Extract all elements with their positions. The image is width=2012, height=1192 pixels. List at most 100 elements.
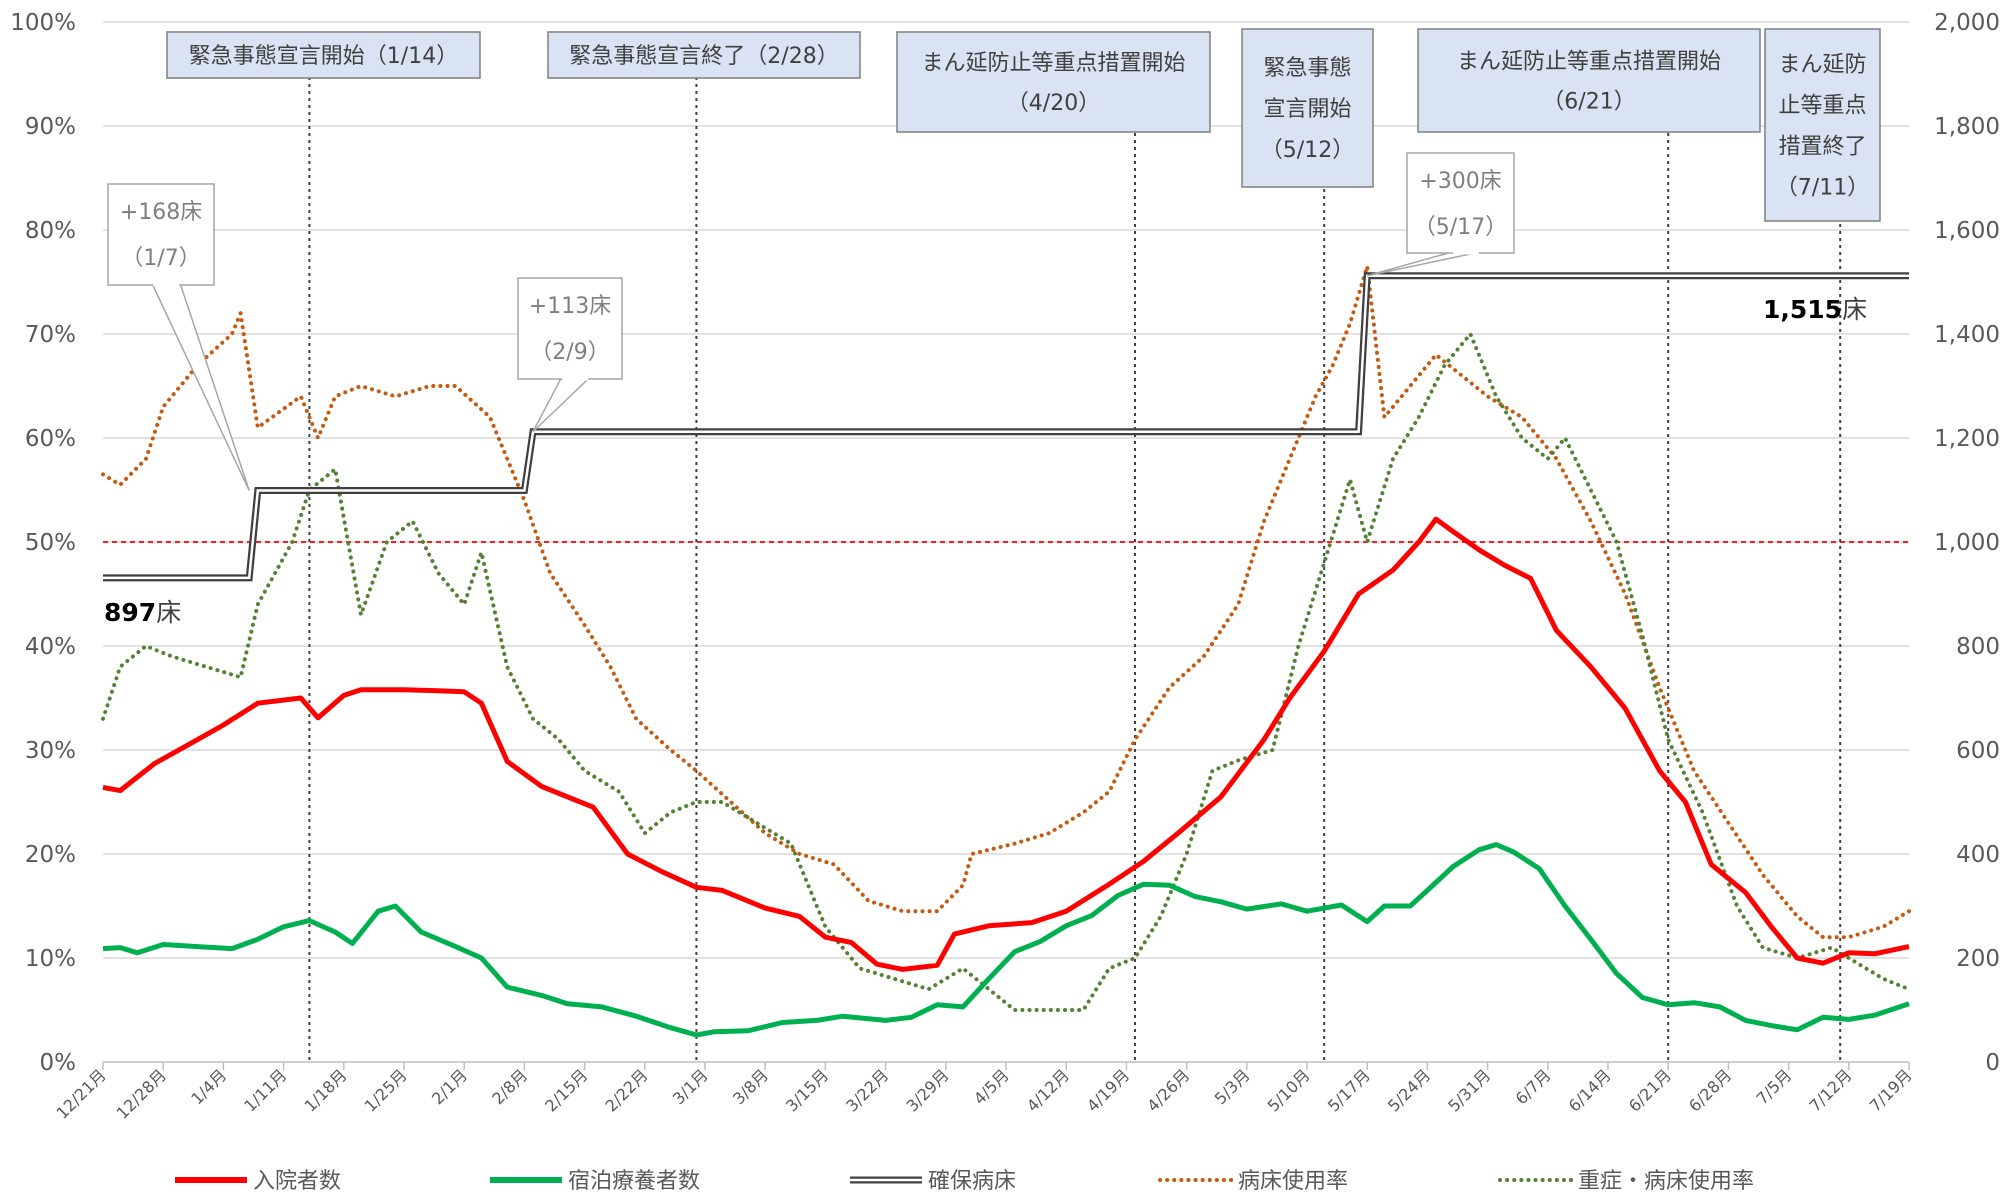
legend-item: 病床使用率 — [1158, 1169, 1348, 1192]
x-tick-label: 1/18月 — [300, 1065, 350, 1115]
event-label: 緊急事態宣言終了（2/28） — [569, 44, 838, 69]
event-box: まん延防止等重点措置開始 （4/20） — [896, 31, 1211, 133]
x-tick-label: 3/8月 — [729, 1065, 772, 1108]
bed-callout: +300床 （5/17） — [1366, 152, 1515, 277]
x-tick-label: 2/22月 — [601, 1065, 651, 1115]
callout-label: （5/17） — [1414, 215, 1507, 240]
event-label: （7/11） — [1776, 176, 1869, 201]
event-label: 宣言開始 — [1263, 97, 1351, 122]
event-box: 緊急事態宣言終了（2/28） — [547, 31, 861, 79]
callout-pointer — [532, 377, 590, 433]
y-right-tick-label: 1,000 — [1934, 530, 2000, 556]
event-box-bg — [166, 31, 481, 79]
x-tick-label: 7/19月 — [1866, 1065, 1916, 1115]
callout-box — [1406, 152, 1515, 254]
x-tick-label: 1/25月 — [361, 1065, 411, 1115]
y-right-tick-label: 2,000 — [1934, 10, 2000, 36]
bed-count-unit: 床 — [1842, 295, 1867, 324]
event-box-bg — [1241, 28, 1374, 188]
event-label: （5/12） — [1261, 138, 1354, 163]
x-tick-label: 3/15月 — [782, 1065, 832, 1115]
x-tick-label: 7/5月 — [1752, 1065, 1795, 1108]
series-line — [101, 332, 1911, 1012]
y-axis-right: 0 200 400 600 800 1,000 1,200 1,400 1,600 1,800 2,… — [1934, 10, 2000, 1076]
x-tick-label: 2/1月 — [428, 1065, 471, 1108]
y-right-tick-label: 1,400 — [1934, 322, 2000, 348]
series-layer — [101, 264, 1911, 1038]
x-tick-label: 5/10月 — [1264, 1065, 1314, 1115]
legend-item: 入院者数 — [175, 1169, 341, 1192]
event-boxes: 緊急事態宣言開始（1/14） 緊急事態宣言終了（2/28） まん延防止等重点措置開始… — [166, 28, 1881, 222]
event-label: まん延防 — [1778, 53, 1866, 78]
callout-label: +113床 — [529, 294, 611, 319]
event-label: まん延防止等重点措置開始 — [921, 51, 1185, 76]
x-tick-label: 5/17月 — [1324, 1065, 1374, 1115]
event-label: 措置終了 — [1778, 135, 1866, 160]
bed-callouts: +168床 （1/7） +113床 （2/9） +300床 （5/17） — [107, 152, 1515, 491]
x-tick-label: 6/21月 — [1625, 1065, 1675, 1115]
event-label: 止等重点 — [1778, 94, 1866, 119]
x-tick-label: 2/8月 — [488, 1065, 531, 1108]
series-病床使用率 — [101, 264, 1911, 940]
bed-count-value: 897 — [104, 598, 156, 627]
event-box-bg — [547, 31, 861, 79]
x-tick-label: 3/1月 — [669, 1065, 712, 1108]
bed-count-unit: 床 — [156, 598, 181, 627]
x-tick-label: 4/26月 — [1143, 1065, 1193, 1115]
y-right-tick-label: 1,600 — [1934, 218, 2000, 244]
y-right-tick-label: 600 — [1956, 738, 2000, 764]
bed-count-label: 897床 — [104, 598, 181, 627]
x-tick-label: 6/28月 — [1685, 1065, 1735, 1115]
y-right-tick-label: 1,200 — [1934, 426, 2000, 452]
x-tick-label: 12/28月 — [113, 1065, 170, 1122]
y-axis-left: 0% 10% 20% 30% 40% 50% 60% 70% 80% 90% 100% — [10, 10, 76, 1076]
y-left-tick-label: 30% — [25, 738, 76, 764]
y-right-tick-label: 400 — [1956, 842, 2000, 868]
series-宿泊療養者数 — [102, 842, 1910, 1038]
series-line-inner — [103, 274, 1909, 580]
x-tick-label: 6/7月 — [1512, 1065, 1555, 1108]
y-right-tick-label: 800 — [1956, 634, 2000, 660]
event-label: まん延防止等重点措置開始 — [1457, 50, 1721, 75]
x-tick-label: 6/14月 — [1565, 1065, 1615, 1115]
y-left-tick-label: 0% — [40, 1050, 77, 1076]
bed-count-label: 1,515床 — [1763, 295, 1867, 324]
callout-pointer — [151, 283, 250, 491]
bed-callout: +168床 （1/7） — [107, 183, 250, 491]
x-tick-label: 5/31月 — [1444, 1065, 1494, 1115]
callout-pointer — [1366, 251, 1481, 277]
event-box: まん延防止等重点措置開始 （6/21） — [1417, 28, 1761, 133]
y-left-tick-label: 60% — [25, 426, 76, 452]
event-box-bg — [1764, 28, 1881, 222]
series-line-outer — [103, 272, 1909, 582]
series-line — [102, 842, 1910, 1038]
y-left-tick-label: 10% — [25, 946, 76, 972]
legend-label: 確保病床 — [928, 1169, 1016, 1192]
y-right-tick-label: 1,800 — [1934, 114, 2000, 140]
bed-count-value: 1,515 — [1763, 295, 1842, 324]
y-left-tick-label: 90% — [25, 114, 76, 140]
event-label: 緊急事態宣言開始（1/14） — [189, 44, 458, 69]
callout-box — [107, 183, 215, 286]
bed-callout: +113床 （2/9） — [517, 277, 623, 433]
legend-label: 病床使用率 — [1238, 1169, 1348, 1192]
legend-item: 確保病床 — [850, 1169, 1016, 1192]
series-重症・病床使用率 — [101, 332, 1911, 1012]
legend-label: 入院者数 — [253, 1169, 341, 1192]
x-tick-label: 7/12月 — [1805, 1065, 1855, 1115]
y-right-tick-label: 200 — [1956, 946, 2000, 972]
event-label: 緊急事態 — [1263, 56, 1351, 81]
x-tick-label: 1/11月 — [240, 1065, 290, 1115]
legend-label: 重症・病床使用率 — [1578, 1169, 1754, 1192]
x-axis: 12/21月 12/28月 1/4月 1/11月 1/18月 1/25月 2/1月 2/8月 2… — [52, 1062, 1916, 1123]
callout-label: （2/9） — [530, 340, 609, 365]
legend-label: 宿泊療養者数 — [568, 1169, 700, 1192]
x-tick-label: 4/12月 — [1023, 1065, 1073, 1115]
event-box-bg — [1417, 28, 1761, 133]
y-left-tick-label: 20% — [25, 842, 76, 868]
callout-label: +168床 — [120, 200, 202, 225]
legend-item: 宿泊療養者数 — [490, 1169, 700, 1192]
x-tick-label: 4/19月 — [1083, 1065, 1133, 1115]
